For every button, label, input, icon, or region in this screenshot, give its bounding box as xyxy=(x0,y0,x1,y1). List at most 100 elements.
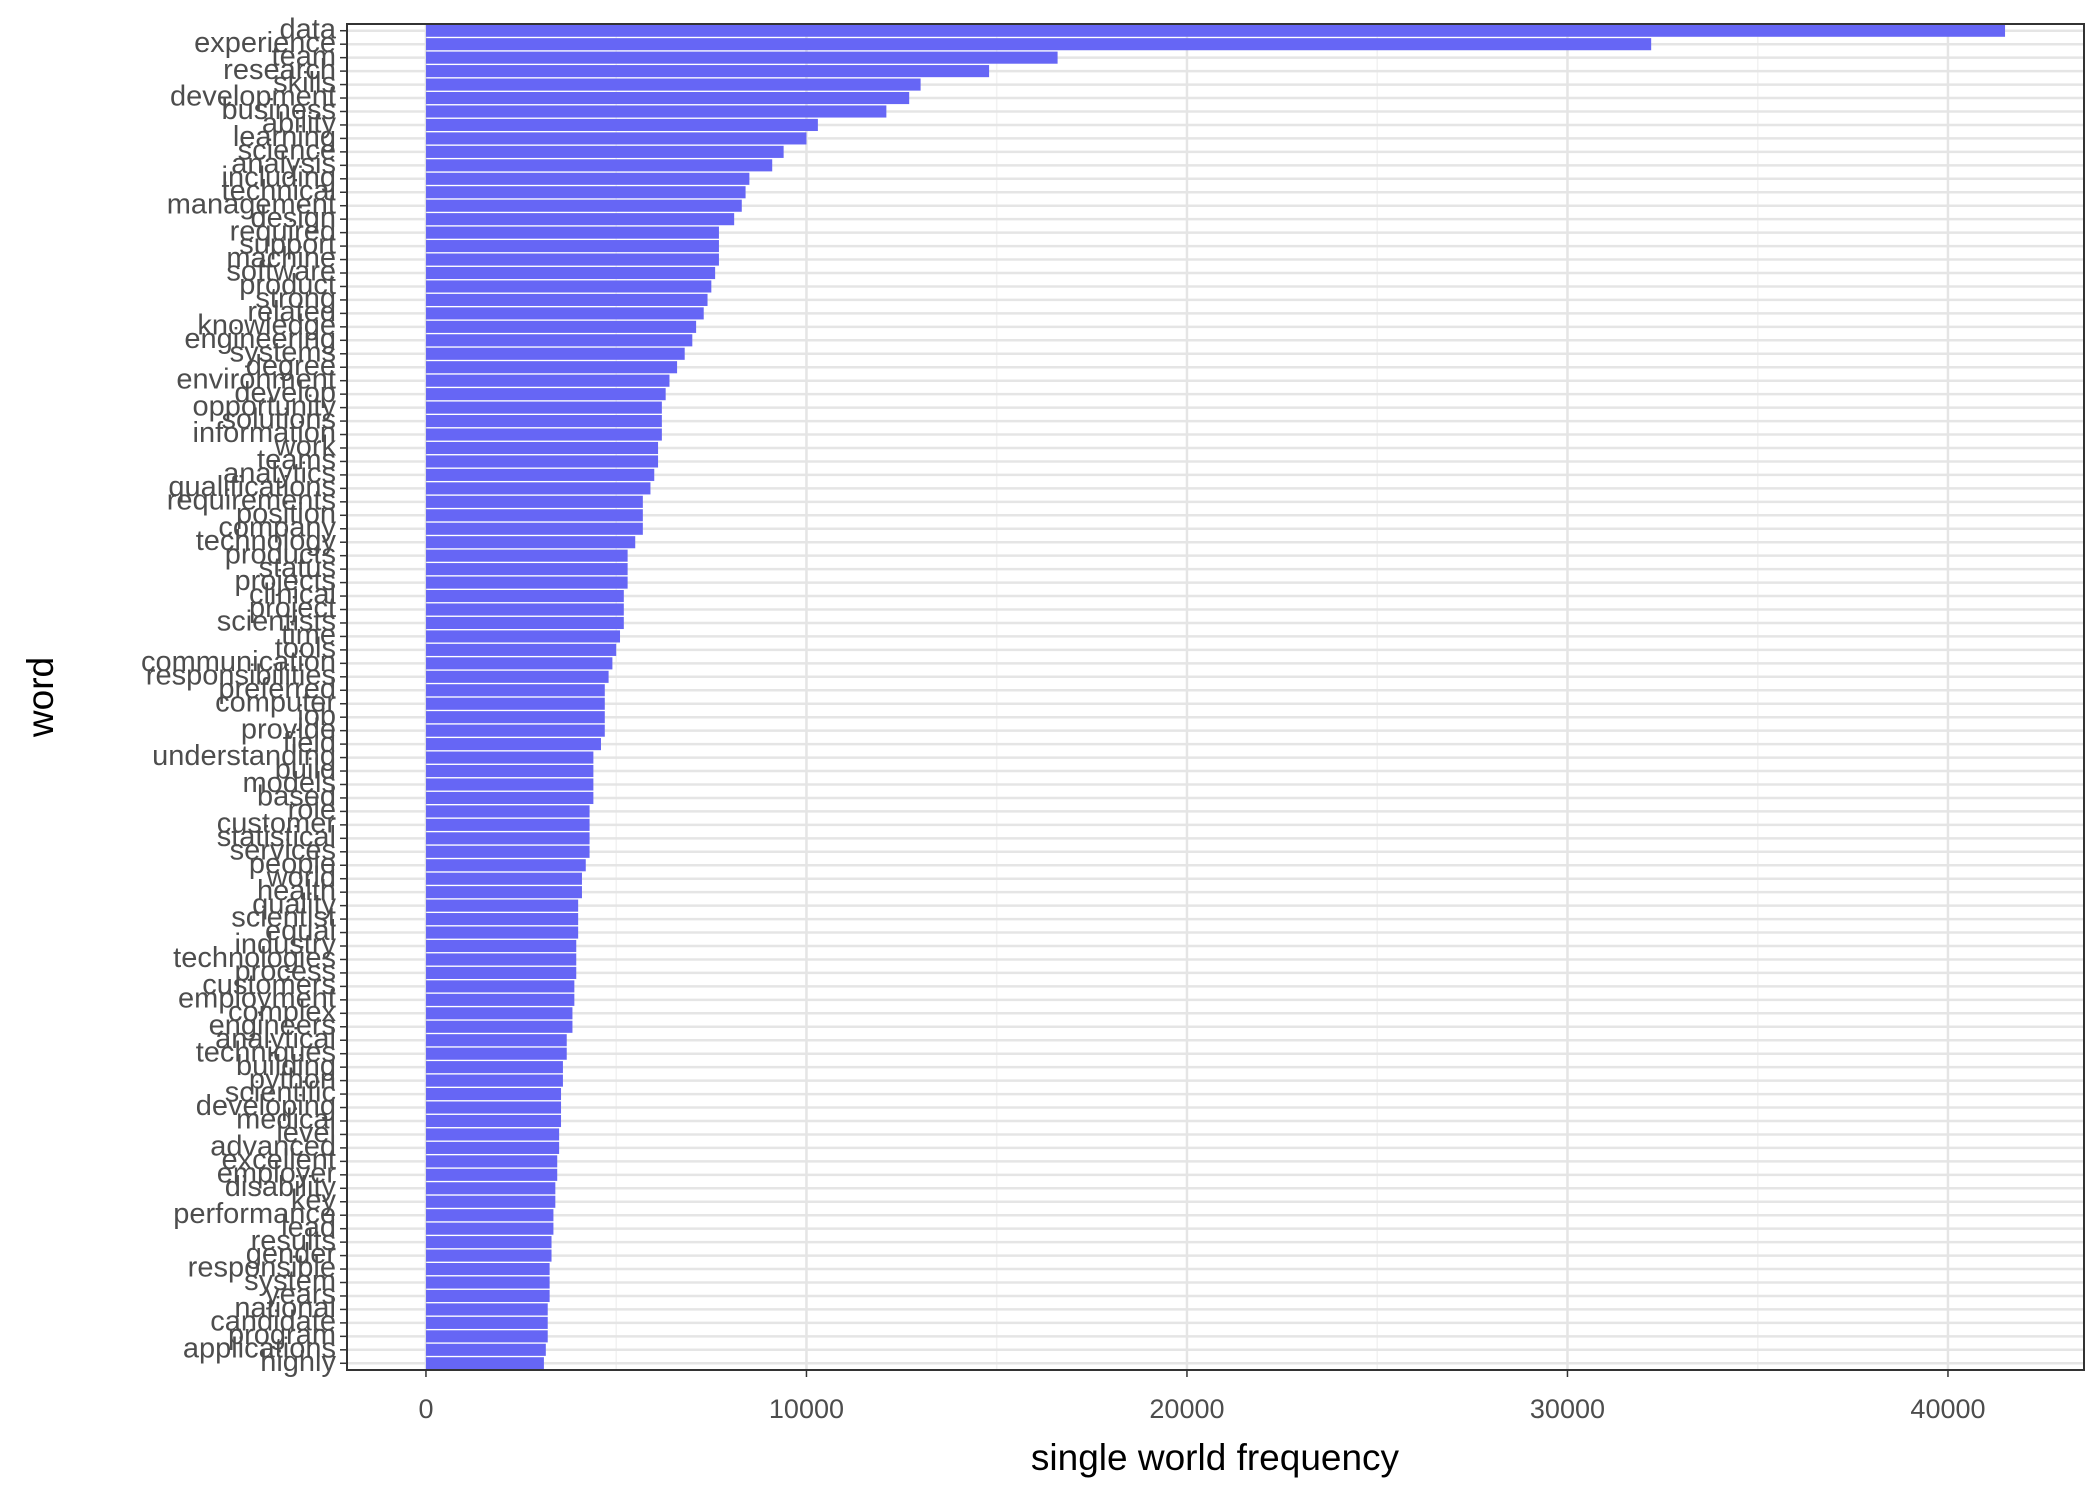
bar xyxy=(425,1316,548,1329)
y-tick-label: quality xyxy=(252,888,336,920)
y-tick-label: responsible xyxy=(188,1252,336,1284)
y-tick-label: ability xyxy=(262,108,337,140)
y-tick-label: field xyxy=(283,727,336,759)
bar xyxy=(425,1088,562,1101)
bar xyxy=(425,388,666,401)
y-axis-title: word xyxy=(20,657,61,738)
bar xyxy=(425,320,697,333)
bar xyxy=(425,764,594,778)
bar xyxy=(425,374,670,387)
y-tick-label: world xyxy=(266,861,336,893)
bar xyxy=(425,778,594,791)
bar xyxy=(425,401,662,414)
y-tick-label: team xyxy=(272,40,336,72)
bar xyxy=(425,939,577,953)
bar xyxy=(425,91,910,105)
bar xyxy=(425,832,590,845)
y-tick-label: status xyxy=(259,552,336,584)
y-tick-label: required xyxy=(230,215,336,247)
bar xyxy=(425,1236,552,1249)
y-tick-label: performance xyxy=(173,1198,336,1230)
bar xyxy=(425,563,628,576)
y-tick-label: strong xyxy=(255,283,336,315)
y-tick-label: years xyxy=(265,1279,336,1311)
bar xyxy=(425,1074,563,1087)
bar xyxy=(425,428,662,441)
y-tick-label: preferred xyxy=(218,673,336,705)
y-tick-label: time xyxy=(281,619,336,651)
y-tick-label: science xyxy=(238,135,336,167)
bar xyxy=(425,24,2006,37)
y-tick-label: machine xyxy=(226,242,336,274)
bar xyxy=(425,145,784,158)
bar xyxy=(425,953,577,966)
bar xyxy=(425,657,613,670)
bar xyxy=(425,1330,548,1343)
y-tick-label: process xyxy=(234,956,336,988)
y-tick-label: customers xyxy=(202,969,336,1001)
x-tick-label: 10000 xyxy=(769,1394,844,1424)
bar xyxy=(425,347,685,360)
y-tick-label: data xyxy=(280,13,337,45)
bar xyxy=(425,132,807,145)
bar xyxy=(425,872,582,885)
y-tick-label: equal xyxy=(265,915,336,947)
bar xyxy=(425,1357,544,1370)
y-tick-label: tools xyxy=(275,633,336,665)
y-tick-label: provide xyxy=(241,713,336,745)
y-tick-label: health xyxy=(257,875,336,907)
y-tick-label: products xyxy=(225,538,336,570)
bar xyxy=(425,684,605,697)
y-tick-label: models xyxy=(243,767,337,799)
x-tick-label: 0 xyxy=(418,1394,433,1424)
bar xyxy=(425,172,750,185)
bar xyxy=(425,1007,573,1020)
y-tick-label: systems xyxy=(230,336,336,368)
bar xyxy=(425,913,579,926)
bar xyxy=(425,51,1058,64)
bar xyxy=(425,415,662,428)
y-tick-label: projects xyxy=(234,565,336,597)
panel-border xyxy=(346,23,2085,1371)
y-tick-label: skills xyxy=(273,67,336,99)
bar xyxy=(425,482,651,495)
y-tick-label: national xyxy=(234,1292,336,1324)
y-tick-label: candidate xyxy=(210,1306,336,1338)
bar xyxy=(425,266,716,280)
y-tick-label: scientific xyxy=(225,1077,336,1109)
y-tick-label: lead xyxy=(281,1211,336,1243)
x-tick-label: 20000 xyxy=(1149,1394,1224,1424)
y-tick-label: degree xyxy=(246,350,336,382)
y-tick-label: computer xyxy=(215,686,336,718)
bar xyxy=(425,549,628,562)
y-tick-label: excellent xyxy=(222,1144,336,1176)
y-tick-label: technologies xyxy=(173,942,336,974)
bar xyxy=(425,1303,548,1316)
bar xyxy=(425,805,590,818)
y-tick-label: communication xyxy=(141,646,336,678)
bar xyxy=(425,1034,567,1047)
bar xyxy=(425,226,719,239)
bar xyxy=(425,670,609,683)
y-tick-label: statistical xyxy=(217,821,336,853)
y-tick-label: design xyxy=(251,202,336,234)
bar xyxy=(425,1343,546,1356)
bar xyxy=(425,1128,560,1141)
bar xyxy=(425,1061,563,1074)
y-tick-label: technology xyxy=(196,525,337,557)
y-tick-label: analytics xyxy=(223,458,336,490)
y-tick-label: product xyxy=(239,269,336,301)
y-tick-label: technical xyxy=(222,175,336,207)
y-tick-label: program xyxy=(228,1319,336,1351)
y-tick-label: information xyxy=(193,417,336,449)
y-tick-label: software xyxy=(226,256,336,288)
y-tick-label: company xyxy=(218,511,336,543)
y-tick-label: management xyxy=(167,188,336,220)
y-tick-label: experience xyxy=(194,27,336,59)
bar xyxy=(425,522,643,535)
y-tick-label: engineering xyxy=(184,323,336,355)
bar xyxy=(425,186,746,199)
y-tick-label: opportunity xyxy=(193,390,337,422)
y-tick-label: build xyxy=(275,754,336,786)
y-tick-label: level xyxy=(276,1117,336,1149)
